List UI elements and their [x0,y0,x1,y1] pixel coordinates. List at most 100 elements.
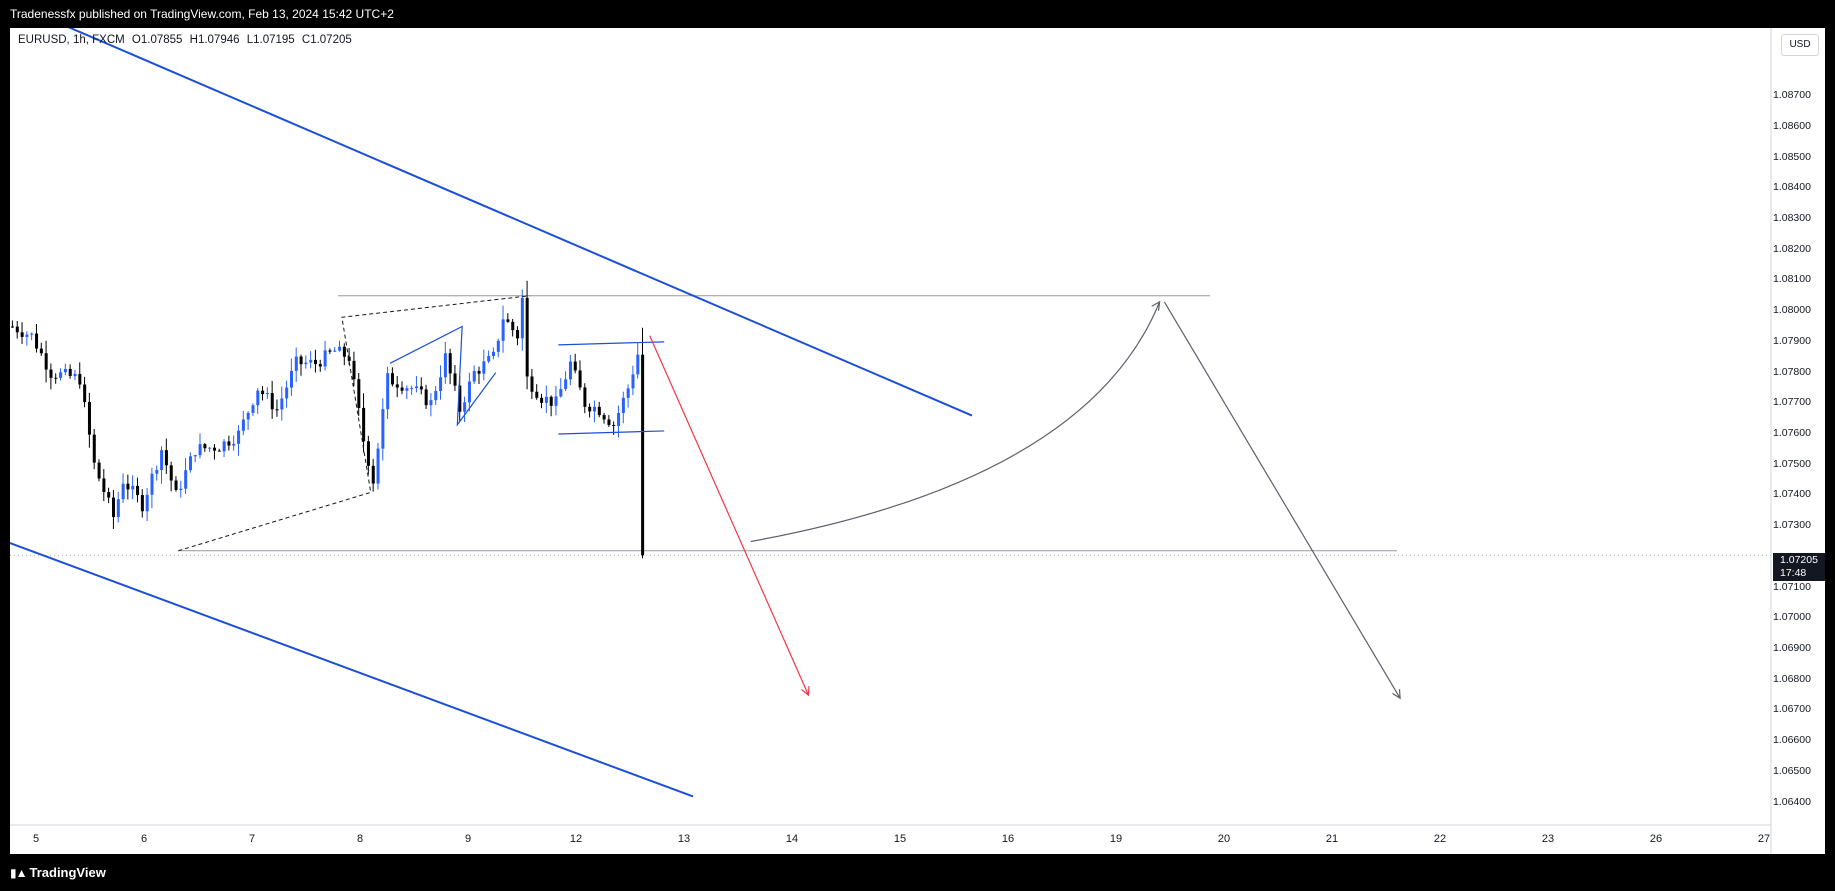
bull-candle [482,361,486,374]
price-tick-label: 1.07300 [1773,519,1811,532]
bear-candle [92,434,96,463]
price-tick-label: 1.08700 [1773,89,1811,102]
price-tick-label: 1.07600 [1773,427,1811,439]
bear-candle [424,389,428,406]
bear-candle [87,402,91,435]
bull-candle [59,372,63,378]
bar-countdown: 17:48 [1780,567,1807,579]
bull-candle [386,373,390,410]
time-tick-label: 19 [1109,833,1123,845]
bull-candle [323,350,327,367]
time-tick-label: 6 [140,833,148,845]
bear-candle [453,373,457,386]
bull-candle [554,396,558,406]
bull-candle [621,397,625,414]
time-tick-label: 22 [1433,833,1447,845]
bear-candle [342,346,346,357]
bull-candle [429,400,433,406]
symbol-label[interactable]: EURUSD, 1h, FXCM [18,34,125,46]
time-tick-label: 14 [785,833,799,845]
bear-candle [357,379,361,408]
bull-candle [237,430,241,444]
price-tick-label: 1.08100 [1773,273,1811,286]
close-value: C1.07205 [301,34,352,46]
bear-candle [11,326,15,328]
bear-candle [107,492,111,498]
bull-candle [626,388,630,398]
price-chart[interactable] [10,28,1825,854]
bear-candle [400,387,404,391]
time-tick-label: 27 [1757,833,1771,845]
bull-candle [415,386,419,389]
bear-candle [203,444,207,449]
time-tick-label: 5 [32,833,40,845]
bearish-projection-arrow [649,335,810,696]
publish-header: Tradenessfx published on TradingView.com… [0,0,1835,28]
price-tick-label: 1.06400 [1773,795,1811,808]
time-tick-label: 20 [1217,833,1231,845]
bear-candle [516,330,520,339]
bull-candle [280,398,284,410]
bear-candle [169,465,173,481]
bear-candle [314,359,318,365]
bear-candle [44,353,48,370]
currency-button[interactable]: USD [1781,34,1819,56]
price-tick-label: 1.07400 [1773,488,1811,501]
bear-candle [583,387,587,407]
bear-candle [261,390,265,395]
ohlc-legend: EURUSD, 1h, FXCM O1.07855 H1.07946 L1.07… [18,34,356,46]
price-tick-label: 1.06700 [1773,703,1811,716]
broadening-wedge-outline [178,295,530,552]
bull-candle [559,388,563,397]
tradingview-logo[interactable]: ▮▲ TradingView [10,865,106,880]
bull-candle [501,319,505,341]
chart-panel[interactable]: EURUSD, 1h, FXCM O1.07855 H1.07946 L1.07… [10,28,1825,854]
price-tick-label: 1.07800 [1773,365,1811,378]
price-tick-label: 1.08200 [1773,242,1811,255]
brand-name: TradingView [29,865,106,880]
bull-candle [443,353,447,378]
bear-candle [535,391,539,398]
bear-candle [549,396,553,406]
bull-candle [232,443,236,446]
bear-candle [102,478,106,493]
bull-candle [198,444,202,456]
bear-candle [477,371,481,374]
bull-candle [520,297,524,339]
bear-candle [68,368,72,377]
bull-candle [439,377,443,392]
bull-candle [188,456,192,471]
bull-candle [121,483,125,500]
bear-candle [362,407,366,442]
final-bearish-arrow-head [1392,689,1401,700]
candles-layer [11,280,645,559]
bear-candle [448,353,452,374]
price-tick-label: 1.07100 [1773,580,1811,593]
bear-candle [15,326,19,333]
bear-candle [511,321,515,331]
bull-candle [593,406,597,412]
bull-flag-top [558,341,665,346]
price-tick-label: 1.06900 [1773,642,1811,655]
price-tick-label: 1.08000 [1773,304,1811,317]
bull-candle [472,371,476,382]
bear-candle [35,333,39,349]
price-tick-label: 1.07700 [1773,396,1811,409]
bull-candle [63,368,67,373]
bull-candle [155,469,159,474]
publish-text: Tradenessfx published on TradingView.com… [10,7,394,21]
bear-candle [49,369,53,378]
bear-candle [164,450,168,466]
bull-candle [309,359,313,363]
bull-candle [256,390,260,406]
time-tick-label: 9 [464,833,472,845]
bull-candle [251,405,255,413]
bull-candle [184,470,188,489]
bear-candle [20,332,24,337]
bear-candle [217,450,221,452]
bear-candle [602,415,606,420]
bull-candle [289,370,293,388]
bear-candle [227,441,231,446]
bear-candle [371,465,375,484]
bear-candle [275,409,279,411]
